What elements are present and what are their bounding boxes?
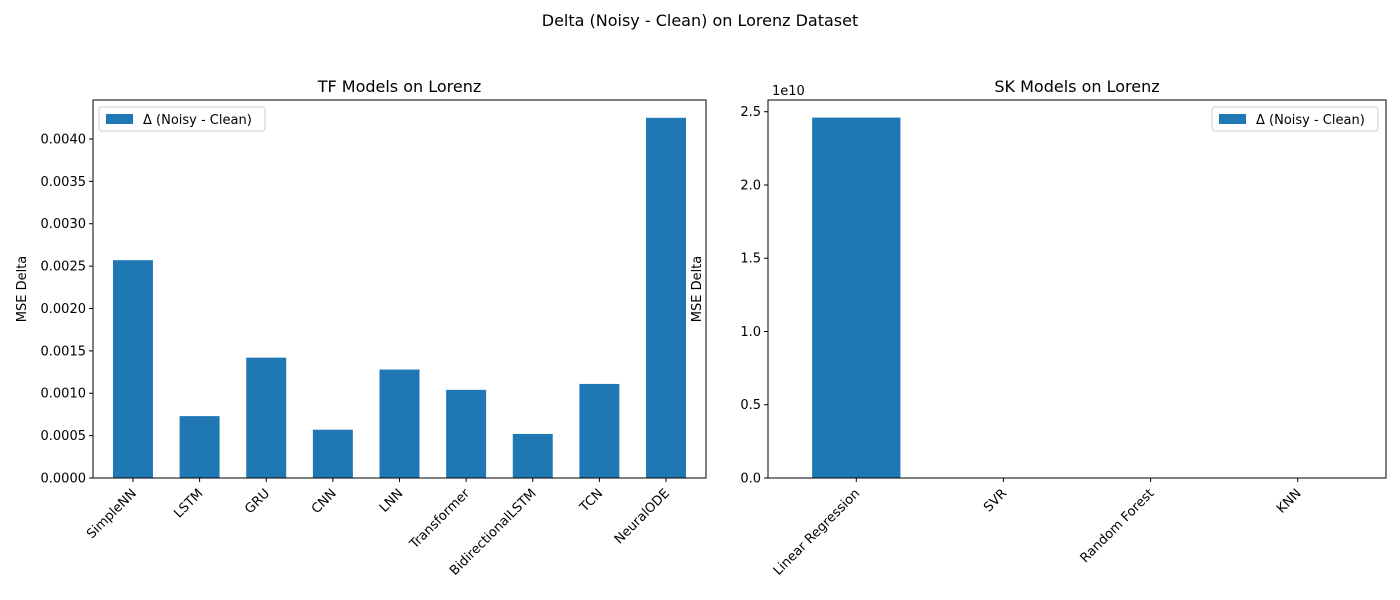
x-tick-label: GRU xyxy=(242,486,273,517)
bar-bidirectionallstm xyxy=(512,433,553,478)
y-axis-label: MSE Delta xyxy=(690,256,705,323)
x-tick-label: Random Forest xyxy=(1078,486,1158,566)
legend-swatch xyxy=(106,114,133,124)
bar-linear-regression xyxy=(812,117,901,479)
sk-models-chart: SK Models on Lorenz 0.0 0.5 1.0 1.5 2.0 2.5 Lin… xyxy=(690,77,1387,579)
legend-swatch xyxy=(1219,114,1246,124)
bar-transformer xyxy=(446,389,487,478)
legend-label: Δ (Noisy - Clean) xyxy=(143,113,252,128)
y-tick-label: 0.0010 xyxy=(41,387,87,402)
bar-gru xyxy=(246,357,287,478)
x-tick-label: KNN xyxy=(1274,486,1304,516)
x-tick-label: LNN xyxy=(377,486,406,515)
axes-frame xyxy=(767,99,1387,479)
y-axis-label: MSE Delta xyxy=(15,256,30,323)
y-tick-label: 1.5 xyxy=(740,252,761,267)
x-tick-label: TCN xyxy=(577,486,607,516)
y-tick-label: 1.0 xyxy=(740,325,761,340)
y-tick-label: 0.0040 xyxy=(41,132,87,147)
bar-lnn xyxy=(379,369,420,478)
bar-lstm xyxy=(179,416,220,478)
chart-title: TF Models on Lorenz xyxy=(317,77,482,96)
legend: Δ (Noisy - Clean) xyxy=(1211,106,1379,132)
bar-simplenn xyxy=(112,260,153,478)
chart-title: SK Models on Lorenz xyxy=(994,77,1159,96)
x-tick-label: Linear Regression xyxy=(771,486,863,578)
y-tick-label: 0.0000 xyxy=(41,472,87,487)
x-tick-label: NeuralODE xyxy=(612,486,673,547)
x-tick-label: SimpleNN xyxy=(84,486,140,542)
x-tick-label: SVR xyxy=(981,486,1010,515)
y-tick-label: 0.0035 xyxy=(41,175,87,190)
legend-box xyxy=(98,106,266,132)
bar-cnn xyxy=(312,429,353,478)
y-tick-label: 2.5 xyxy=(740,105,761,120)
x-tick-label: Transformer xyxy=(406,486,473,553)
tf-models-chart: TF Models on Lorenz 0.0000 0.0005 0.0010 0.0… xyxy=(15,77,707,579)
figure-suptitle: Delta (Noisy - Clean) on Lorenz Dataset xyxy=(542,11,859,30)
y-tick-label: 0.0005 xyxy=(41,429,87,444)
legend-box xyxy=(1211,106,1379,132)
legend: Δ (Noisy - Clean) xyxy=(98,106,266,132)
legend-label: Δ (Noisy - Clean) xyxy=(1256,113,1365,128)
y-tick-label: 0.5 xyxy=(740,398,761,413)
x-tick-label: CNN xyxy=(309,486,340,517)
x-tick-label: LSTM xyxy=(171,486,206,521)
bar-tcn xyxy=(579,383,620,478)
y-tick-label: 0.0020 xyxy=(41,302,87,317)
y-tick-label: 2.0 xyxy=(740,178,761,193)
y-tick-label: 0.0015 xyxy=(41,344,87,359)
bar-neuralode xyxy=(646,117,687,478)
y-tick-label: 0.0 xyxy=(740,472,761,487)
y-offset-text: 1e10 xyxy=(772,84,805,99)
y-tick-label: 0.0025 xyxy=(41,260,87,275)
y-tick-label: 0.0030 xyxy=(41,217,87,232)
